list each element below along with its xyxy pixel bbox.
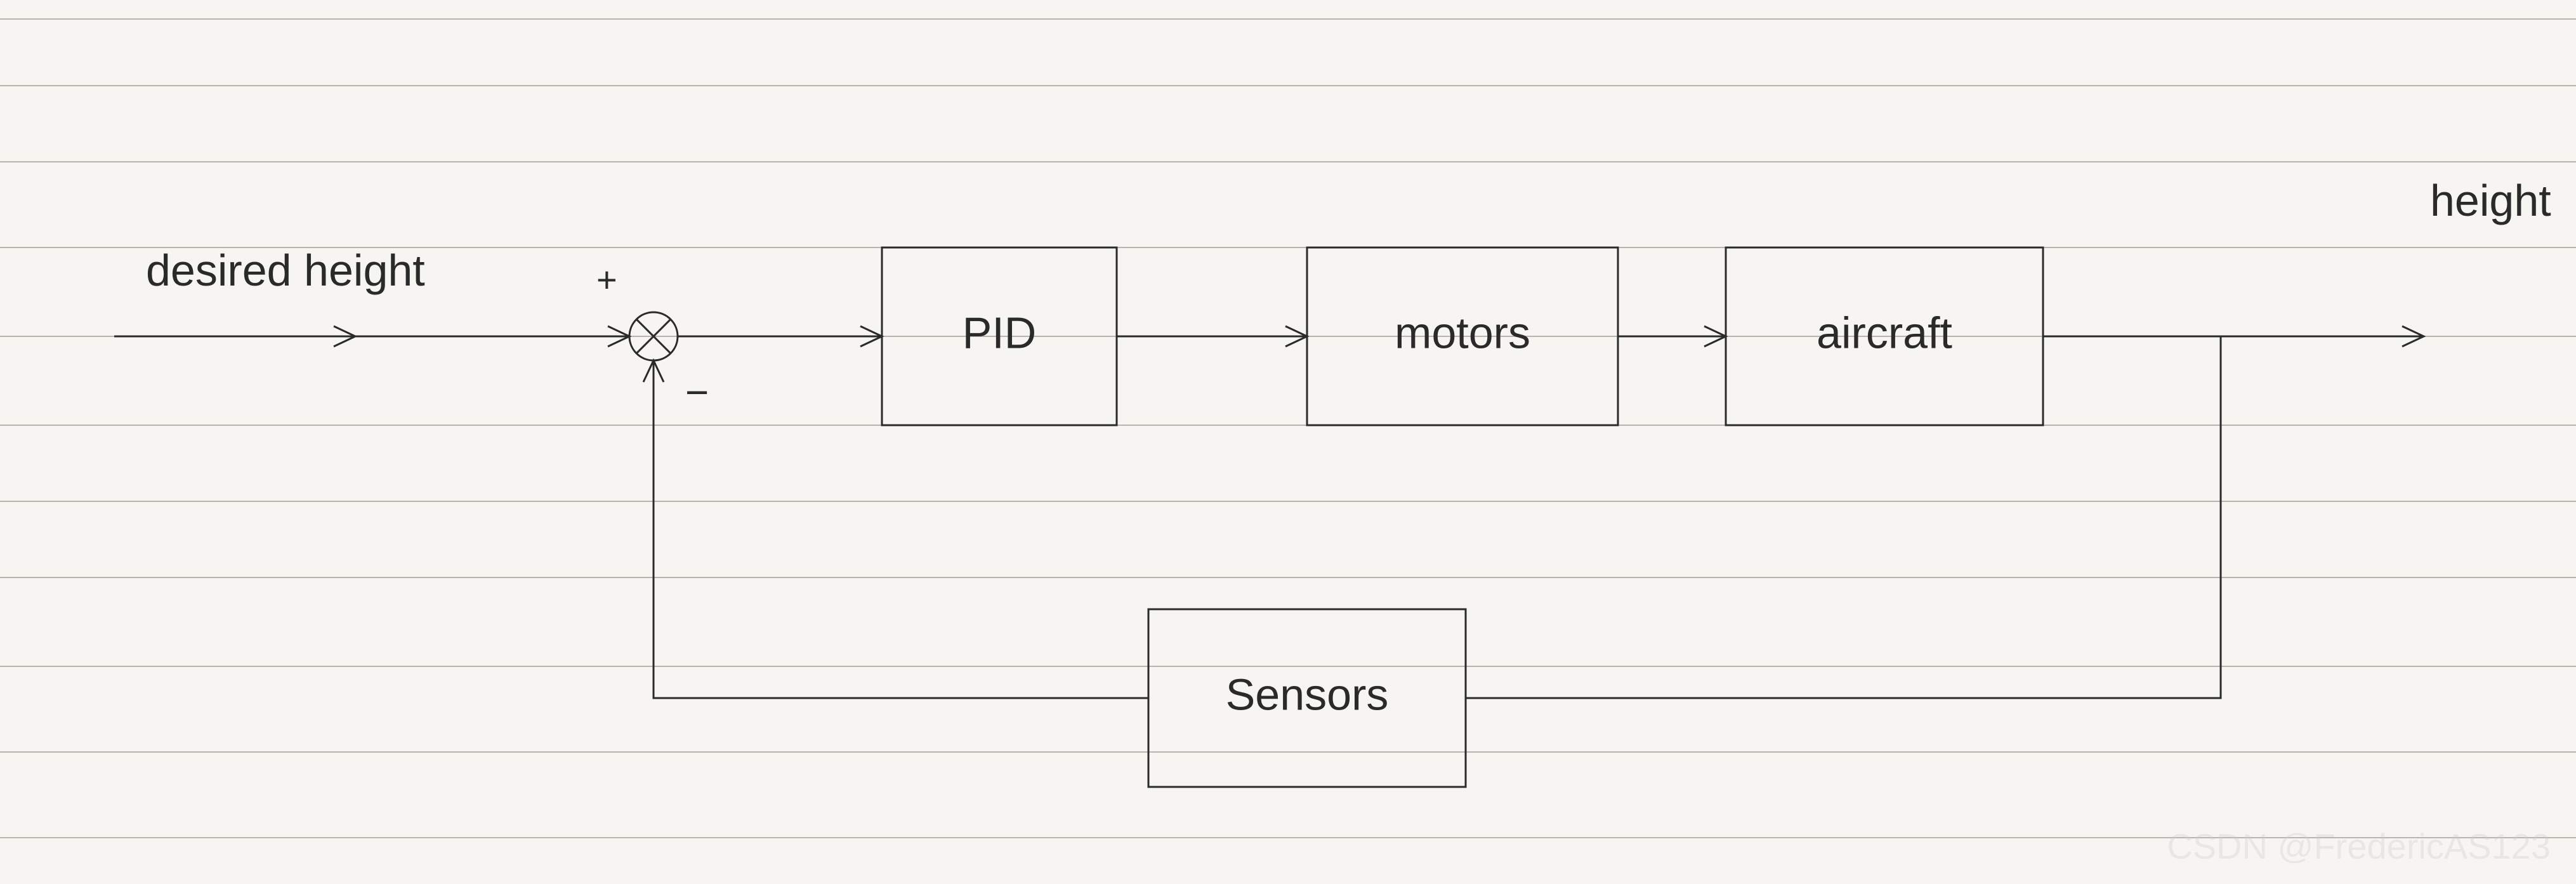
block-motors-label: motors [1395, 308, 1530, 357]
output-label: height [2430, 176, 2551, 225]
input-label: desired height [146, 246, 425, 295]
watermark-text: CSDN @FredericAS123 [2167, 826, 2551, 866]
block-pid-label: PID [963, 308, 1037, 357]
minus-label: − [685, 369, 709, 415]
block-aircraft-label: aircraft [1817, 308, 1952, 357]
block-sensors-label: Sensors [1226, 670, 1389, 719]
plus-label: + [596, 260, 617, 300]
